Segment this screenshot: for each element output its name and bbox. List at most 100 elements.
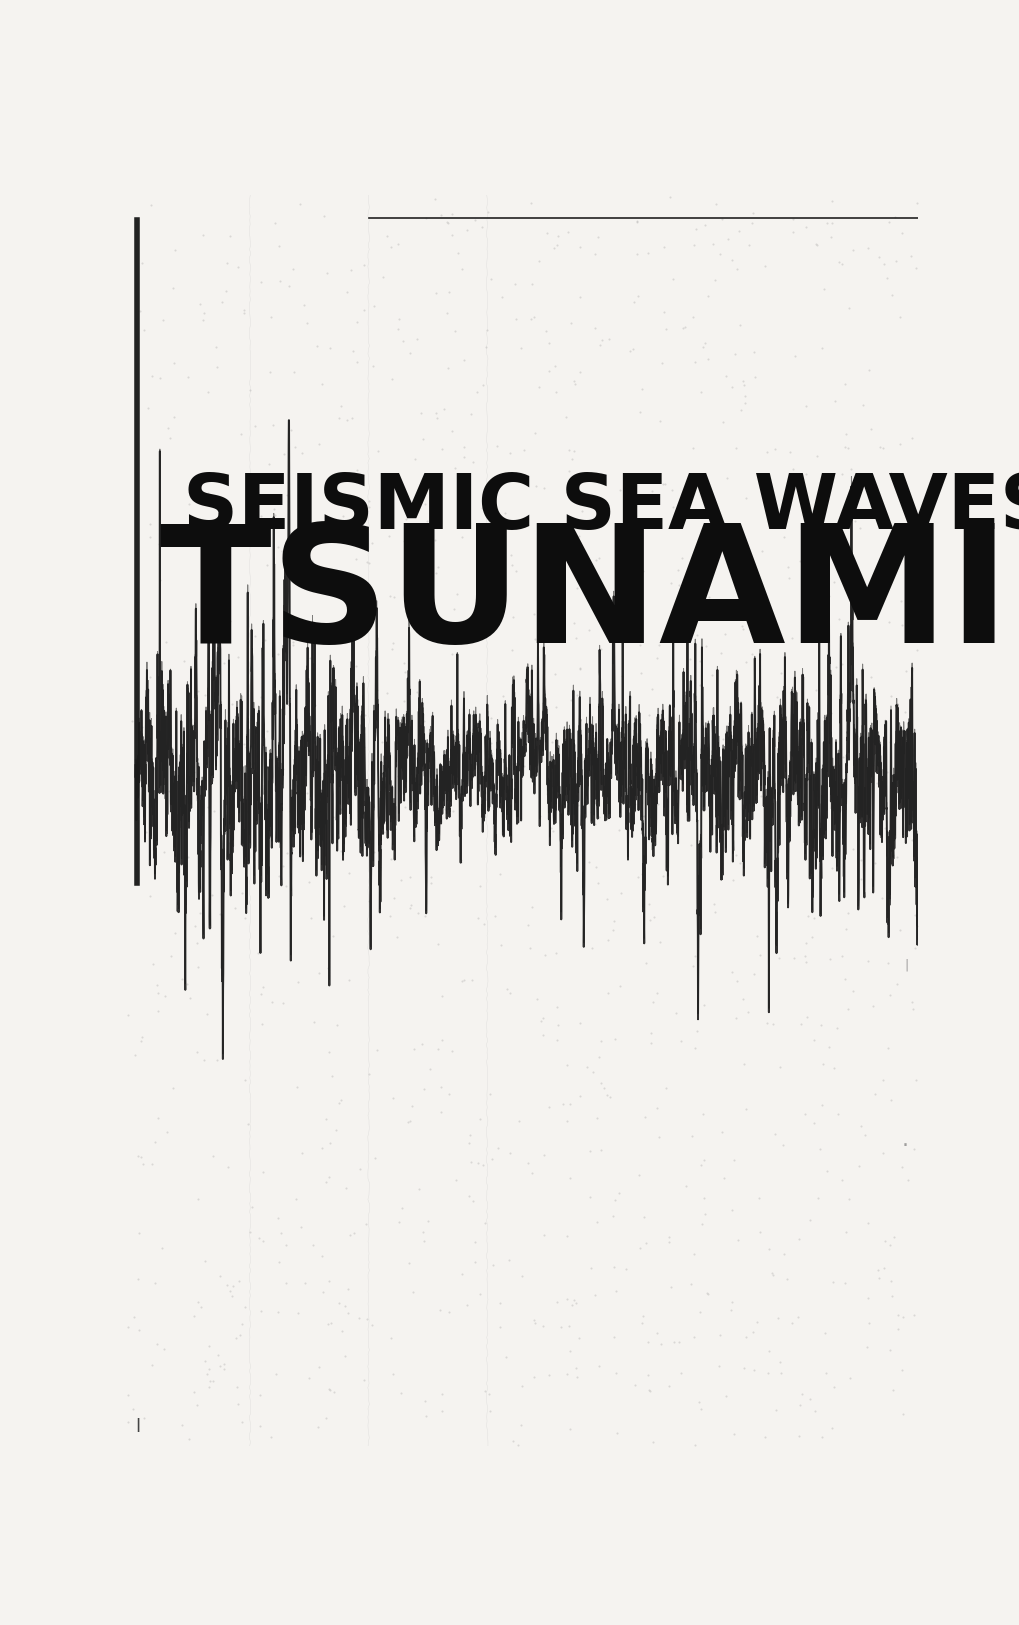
Point [190, 954, 206, 980]
Point [482, 266, 498, 292]
Point [472, 1280, 488, 1306]
Point [606, 1025, 623, 1051]
Point [200, 795, 216, 821]
Point [730, 218, 746, 244]
Point [292, 1214, 309, 1240]
Point [401, 340, 418, 366]
Point [880, 210, 897, 236]
Point [233, 1311, 250, 1337]
Point [842, 457, 858, 483]
Point [221, 1277, 237, 1303]
Point [142, 523, 158, 549]
Point [768, 624, 785, 650]
Point [725, 812, 741, 838]
Point [423, 869, 439, 895]
Point [671, 1329, 687, 1355]
Point [833, 652, 849, 678]
Point [559, 219, 576, 245]
Point [127, 1042, 144, 1068]
Point [593, 1029, 609, 1055]
Point [185, 1303, 202, 1329]
Point [544, 817, 560, 843]
Point [382, 492, 398, 518]
Point [299, 780, 315, 806]
Point [677, 314, 693, 340]
Point [226, 895, 243, 921]
Point [138, 819, 154, 845]
Point [392, 744, 409, 770]
Point [805, 1027, 821, 1053]
Point [299, 691, 315, 717]
Point [728, 436, 744, 461]
Point [876, 1228, 893, 1254]
Point [409, 679, 425, 705]
Point [634, 557, 650, 583]
Point [644, 988, 660, 1014]
Point [895, 1401, 911, 1427]
Point [446, 318, 463, 344]
Point [604, 1202, 621, 1228]
Point [852, 1113, 868, 1139]
Point [866, 850, 882, 876]
Point [428, 400, 444, 426]
Point [481, 509, 497, 535]
Point [314, 1243, 330, 1269]
Point [675, 679, 691, 705]
Point [684, 436, 700, 461]
Point [352, 1155, 368, 1181]
Point [276, 440, 292, 466]
Point [263, 304, 279, 330]
Point [725, 1422, 741, 1448]
Point [308, 333, 324, 359]
Point [829, 1102, 846, 1128]
Point [316, 562, 332, 588]
Point [260, 796, 276, 822]
Point [807, 231, 823, 257]
Point [196, 301, 212, 327]
Point [590, 1354, 606, 1380]
Point [439, 354, 455, 380]
Point [390, 306, 407, 332]
Point [186, 913, 203, 939]
Point [581, 1185, 597, 1211]
Point [540, 574, 556, 600]
Point [498, 975, 515, 1001]
Point [594, 785, 610, 811]
Point [566, 611, 582, 637]
Point [205, 1144, 221, 1170]
Point [648, 980, 664, 1006]
Point [303, 905, 319, 931]
Point [411, 770, 427, 796]
Point [409, 900, 425, 926]
Point [781, 439, 797, 465]
Point [818, 210, 835, 236]
Point [572, 234, 588, 260]
Point [158, 629, 174, 655]
Point [828, 1014, 845, 1040]
Point [537, 318, 553, 344]
Point [896, 699, 912, 725]
Point [612, 881, 629, 907]
Point [498, 1344, 515, 1370]
Point [662, 570, 679, 596]
Point [633, 377, 649, 403]
Point [835, 744, 851, 770]
Point [699, 346, 715, 372]
Point [648, 1320, 664, 1345]
Point [253, 1298, 269, 1324]
Point [459, 606, 475, 632]
Point [388, 925, 405, 951]
Point [332, 393, 348, 419]
Point [830, 249, 847, 275]
Point [630, 621, 646, 647]
Point [224, 691, 240, 717]
Point [905, 1136, 921, 1162]
Point [331, 1290, 347, 1316]
Point [144, 1352, 160, 1378]
Point [302, 645, 318, 671]
Point [323, 1063, 339, 1089]
Point [860, 1310, 876, 1336]
Point [186, 483, 203, 509]
Point [849, 723, 865, 749]
Point [772, 1360, 789, 1386]
